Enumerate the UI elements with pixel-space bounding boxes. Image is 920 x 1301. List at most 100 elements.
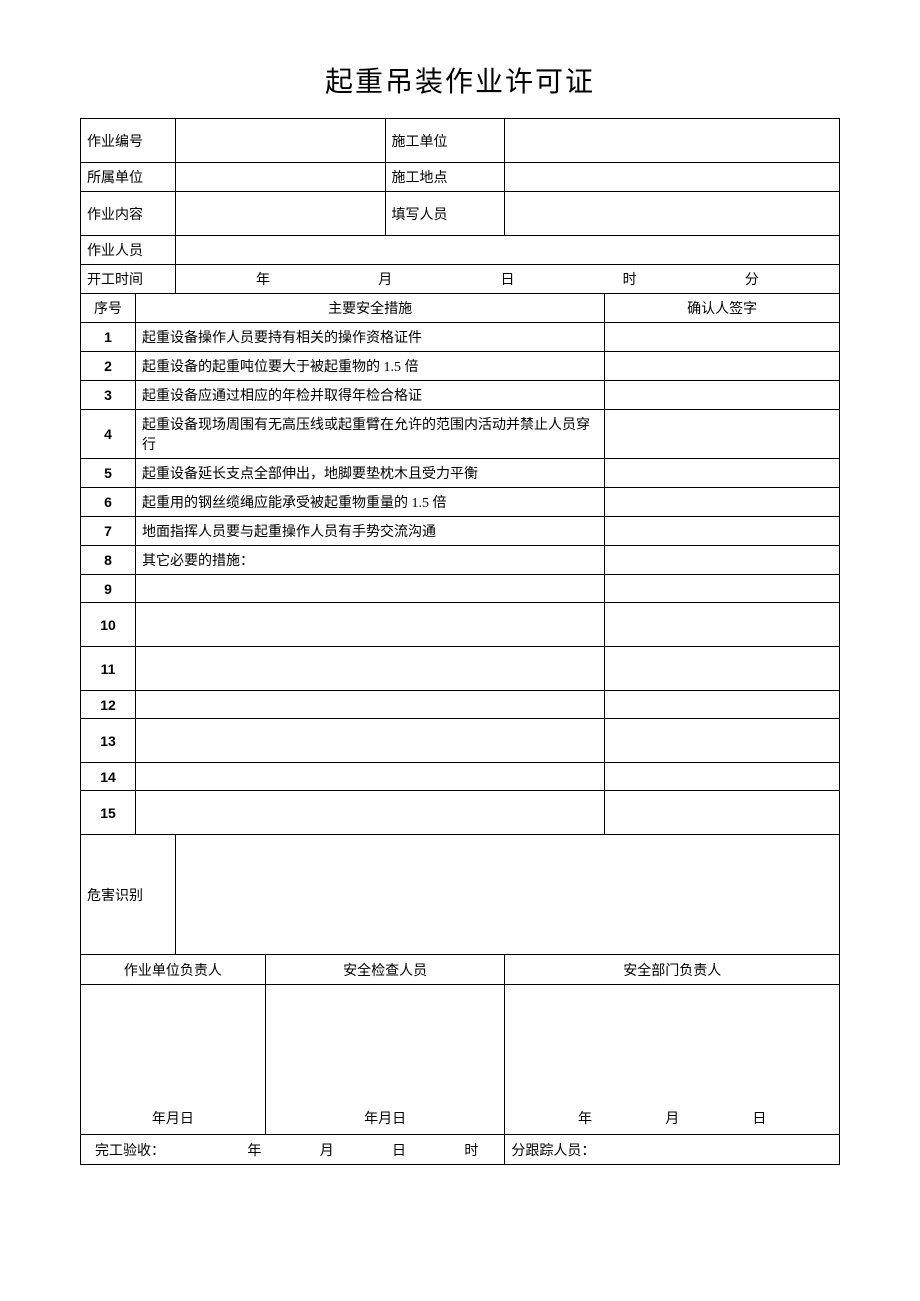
measure-text[interactable]: [135, 763, 604, 791]
label-construction-site: 施工地点: [385, 163, 505, 192]
seq-cell: 6: [81, 488, 136, 517]
seq-cell: 5: [81, 459, 136, 488]
confirm-sign-field[interactable]: [605, 352, 840, 381]
field-hazard[interactable]: [175, 835, 839, 955]
measure-row: 1 起重设备操作人员要持有相关的操作资格证件: [81, 323, 840, 352]
seq-cell: 1: [81, 323, 136, 352]
measure-row: 4 起重设备现场周围有无高压线或起重臂在允许的范围内活动并禁止人员穿行: [81, 410, 840, 459]
measure-row: 3 起重设备应通过相应的年检并取得年检合格证: [81, 381, 840, 410]
header-confirm-sign: 确认人签字: [605, 294, 840, 323]
unit-minute: 分: [745, 269, 759, 289]
measure-text[interactable]: [135, 647, 604, 691]
field-construction-unit[interactable]: [505, 119, 840, 163]
confirm-sign-field[interactable]: [605, 603, 840, 647]
field-construction-site[interactable]: [505, 163, 840, 192]
confirm-sign-field[interactable]: [605, 763, 840, 791]
measure-row: 5 起重设备延长支点全部伸出，地脚要垫枕木且受力平衡: [81, 459, 840, 488]
label-affiliated-unit: 所属单位: [81, 163, 176, 192]
seq-cell: 12: [81, 691, 136, 719]
measure-text: 起重设备延长支点全部伸出，地脚要垫枕木且受力平衡: [135, 459, 604, 488]
field-affiliated-unit[interactable]: [175, 163, 385, 192]
field-filled-by[interactable]: [505, 192, 840, 236]
unit-year: 年: [247, 1140, 261, 1160]
measure-row: 13: [81, 719, 840, 763]
label-workers: 作业人员: [81, 236, 176, 265]
label-job-number: 作业编号: [81, 119, 176, 163]
field-safety-inspector-sign[interactable]: 年月日: [265, 985, 505, 1135]
confirm-sign-field[interactable]: [605, 488, 840, 517]
seq-cell: 15: [81, 791, 136, 835]
measure-row: 10: [81, 603, 840, 647]
measure-row: 7 地面指挥人员要与起重操作人员有手势交流沟通: [81, 517, 840, 546]
confirm-sign-field[interactable]: [605, 517, 840, 546]
confirm-sign-field[interactable]: [605, 575, 840, 603]
confirm-sign-field[interactable]: [605, 410, 840, 459]
date-compact: 年月日: [364, 1112, 406, 1127]
measure-text: 起重设备应通过相应的年检并取得年检合格证: [135, 381, 604, 410]
unit-month: 月: [320, 1140, 334, 1160]
measure-text[interactable]: [135, 575, 604, 603]
permit-form-table: 作业编号 施工单位 所属单位 施工地点 作业内容 填写人员 作业人员 开工时间 …: [80, 118, 840, 1165]
unit-hour: 时: [464, 1140, 478, 1160]
unit-day: 日: [392, 1140, 406, 1160]
unit-hour: 时: [623, 269, 637, 289]
seq-cell: 8: [81, 546, 136, 575]
page-title: 起重吊装作业许可证: [80, 60, 840, 100]
confirm-sign-field[interactable]: [605, 647, 840, 691]
measure-row: 2 起重设备的起重吨位要大于被起重物的 1.5 倍: [81, 352, 840, 381]
field-tracker[interactable]: 分跟踪人员：: [505, 1135, 840, 1165]
field-start-time[interactable]: 年 月 日 时 分: [175, 265, 839, 294]
field-job-content[interactable]: [175, 192, 385, 236]
label-safety-dept-leader: 安全部门负责人: [505, 955, 840, 985]
field-unit-leader-sign[interactable]: 年月日: [81, 985, 266, 1135]
measure-text: 起重设备现场周围有无高压线或起重臂在允许的范围内活动并禁止人员穿行: [135, 410, 604, 459]
seq-cell: 10: [81, 603, 136, 647]
measure-row: 12: [81, 691, 840, 719]
label-tracker: 分跟踪人员：: [511, 1144, 595, 1159]
seq-cell: 3: [81, 381, 136, 410]
measure-text: 地面指挥人员要与起重操作人员有手势交流沟通: [135, 517, 604, 546]
measure-text[interactable]: [135, 719, 604, 763]
measure-text[interactable]: [135, 691, 604, 719]
unit-day: 日: [752, 1108, 766, 1128]
seq-cell: 14: [81, 763, 136, 791]
unit-month: 月: [665, 1108, 679, 1128]
label-unit-leader: 作业单位负责人: [81, 955, 266, 985]
confirm-sign-field[interactable]: [605, 791, 840, 835]
field-workers[interactable]: [175, 236, 839, 265]
measure-text[interactable]: [135, 603, 604, 647]
field-completion[interactable]: 完工验收： 年 月 日 时: [81, 1135, 505, 1165]
confirm-sign-field[interactable]: [605, 719, 840, 763]
label-construction-unit: 施工单位: [385, 119, 505, 163]
measure-row: 11: [81, 647, 840, 691]
unit-day: 日: [500, 269, 514, 289]
seq-cell: 4: [81, 410, 136, 459]
confirm-sign-field[interactable]: [605, 323, 840, 352]
label-hazard: 危害识别: [81, 835, 176, 955]
confirm-sign-field[interactable]: [605, 381, 840, 410]
seq-cell: 9: [81, 575, 136, 603]
measure-row: 8 其它必要的措施：: [81, 546, 840, 575]
measure-text: 其它必要的措施：: [135, 546, 604, 575]
confirm-sign-field[interactable]: [605, 546, 840, 575]
header-seq: 序号: [81, 294, 136, 323]
measure-text: 起重设备操作人员要持有相关的操作资格证件: [135, 323, 604, 352]
confirm-sign-field[interactable]: [605, 691, 840, 719]
label-job-content: 作业内容: [81, 192, 176, 236]
header-measures: 主要安全措施: [135, 294, 604, 323]
measure-row: 15: [81, 791, 840, 835]
unit-year: 年: [256, 269, 270, 289]
measure-row: 6 起重用的钢丝缆绳应能承受被起重物重量的 1.5 倍: [81, 488, 840, 517]
label-start-time: 开工时间: [81, 265, 176, 294]
label-filled-by: 填写人员: [385, 192, 505, 236]
confirm-sign-field[interactable]: [605, 459, 840, 488]
field-job-number[interactable]: [175, 119, 385, 163]
field-safety-dept-leader-sign[interactable]: 年 月 日: [505, 985, 840, 1135]
measure-text[interactable]: [135, 791, 604, 835]
label-safety-inspector: 安全检查人员: [265, 955, 505, 985]
date-compact: 年月日: [152, 1112, 194, 1127]
seq-cell: 7: [81, 517, 136, 546]
seq-cell: 13: [81, 719, 136, 763]
seq-cell: 2: [81, 352, 136, 381]
measure-row: 14: [81, 763, 840, 791]
